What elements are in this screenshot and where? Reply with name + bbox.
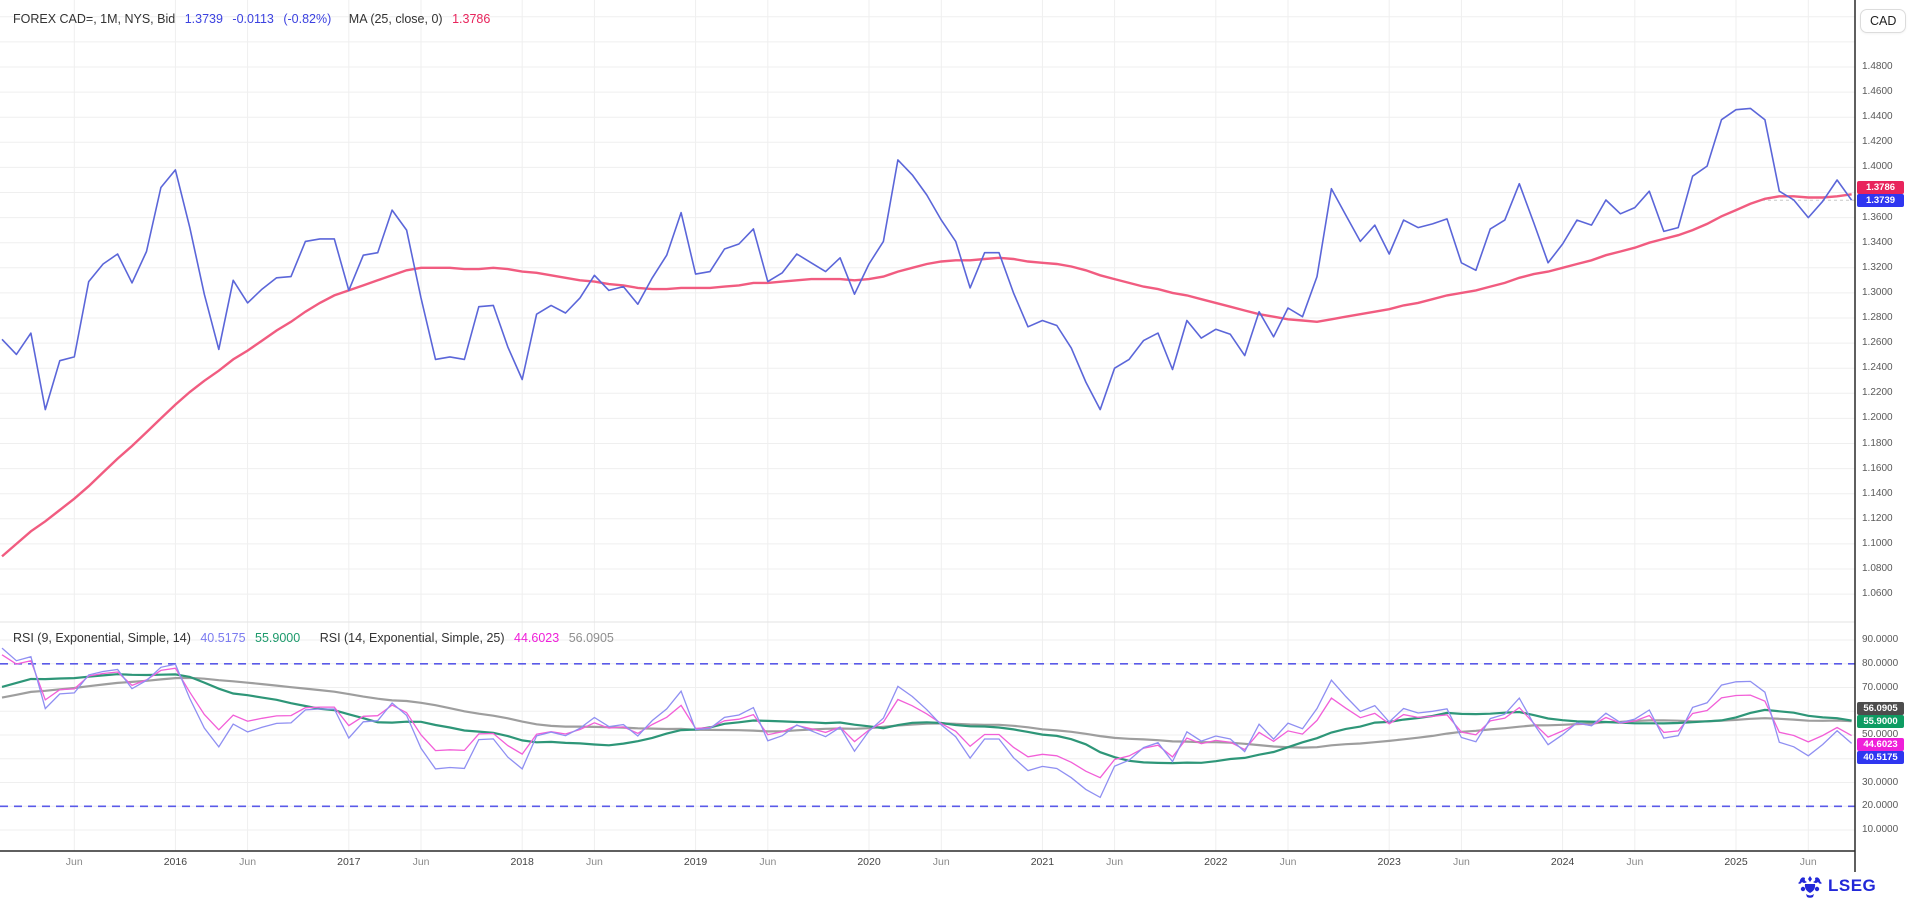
price-axis-label: 1.4000 bbox=[1862, 161, 1893, 173]
rsi-badge: 44.6023 bbox=[1857, 738, 1904, 751]
price-axis-label: 1.1600 bbox=[1862, 462, 1893, 474]
price-axis-label: 1.1400 bbox=[1862, 487, 1893, 499]
price-axis-label: 1.3000 bbox=[1862, 286, 1893, 298]
price-axis-label: 1.4200 bbox=[1862, 136, 1893, 148]
ma-legend-label: MA (25, close, 0) bbox=[348, 12, 443, 26]
rsi-axis-label: 20.0000 bbox=[1862, 800, 1899, 812]
rsi-badge: 40.5175 bbox=[1857, 751, 1904, 764]
ma-legend-value: 1.3786 bbox=[452, 12, 491, 26]
time-axis-label: 2019 bbox=[683, 856, 708, 868]
last-price: 1.3739 bbox=[184, 12, 223, 26]
price-axis-label: 1.4400 bbox=[1862, 111, 1893, 123]
price-legend[interactable]: FOREX CAD=, 1M, NYS, Bid 1.3739 -0.0113 … bbox=[13, 12, 496, 26]
time-axis-label: 2017 bbox=[337, 856, 361, 868]
lseg-logo-text: LSEG bbox=[1828, 876, 1877, 895]
time-axis-label: 2021 bbox=[1030, 856, 1055, 868]
rsi1-legend-value: 40.5175 bbox=[200, 631, 246, 645]
time-axis-label: Jun bbox=[1452, 856, 1470, 868]
price-axis-label: 1.2000 bbox=[1862, 412, 1893, 424]
price-axis-label: 1.0600 bbox=[1862, 588, 1893, 600]
time-axis-label: 2023 bbox=[1377, 856, 1401, 868]
time-axis-label: Jun bbox=[1106, 856, 1124, 868]
price-axis-label: 1.4600 bbox=[1862, 86, 1893, 98]
price-axis-label: 1.1800 bbox=[1862, 437, 1893, 449]
time-axis-label: 2025 bbox=[1724, 856, 1748, 868]
time-axis-label: Jun bbox=[1279, 856, 1297, 868]
rsi-axis-label: 80.0000 bbox=[1862, 657, 1899, 669]
time-axis-label: Jun bbox=[1626, 856, 1644, 868]
rsi2-legend-value: 44.6023 bbox=[514, 631, 560, 645]
price-axis-label: 1.3200 bbox=[1862, 261, 1893, 273]
currency-button[interactable]: CAD bbox=[1860, 9, 1907, 33]
time-axis-label: Jun bbox=[759, 856, 777, 868]
rsi-axis-label: 70.0000 bbox=[1862, 681, 1899, 693]
price-axis-label: 1.2800 bbox=[1862, 312, 1893, 323]
rsi-badge: 55.9000 bbox=[1857, 714, 1904, 728]
rsi-badge: 56.0905 bbox=[1857, 701, 1904, 715]
price-change-pct: (-0.82%) bbox=[283, 12, 332, 26]
rsi-axis-label: 10.0000 bbox=[1862, 824, 1899, 835]
time-axis-label: 2022 bbox=[1204, 856, 1228, 868]
price-axis-label: 1.2200 bbox=[1862, 387, 1893, 399]
price-axis-label: 1.2600 bbox=[1862, 337, 1893, 349]
price-axis-label: 1.3600 bbox=[1862, 211, 1893, 223]
price-axis-label: 1.1200 bbox=[1862, 512, 1893, 524]
time-axis-label: 2016 bbox=[163, 856, 188, 868]
time-axis-label: 2018 bbox=[510, 856, 534, 868]
symbol-info: FOREX CAD=, 1M, NYS, Bid bbox=[13, 12, 176, 26]
price-axis-label: 1.3400 bbox=[1862, 236, 1893, 248]
price-axis-label: 1.0800 bbox=[1862, 563, 1893, 574]
price-axis-label: 1.2400 bbox=[1862, 362, 1893, 374]
rsi-axis-label: 50.0000 bbox=[1862, 729, 1899, 740]
lseg-logo: LSEG bbox=[1797, 874, 1876, 898]
price-change: -0.0113 bbox=[232, 12, 274, 26]
rsi1-ma-legend-value: 55.9000 bbox=[255, 631, 301, 645]
time-axis-label: Jun bbox=[1799, 856, 1817, 868]
time-axis-label: Jun bbox=[585, 856, 603, 868]
lseg-crest-icon bbox=[1798, 876, 1822, 898]
price-badge: 1.3739 bbox=[1857, 193, 1904, 207]
time-axis-label: 2024 bbox=[1550, 856, 1575, 868]
rsi-legend[interactable]: RSI (9, Exponential, Simple, 14) 40.5175… bbox=[13, 631, 620, 645]
time-axis-label: Jun bbox=[412, 856, 430, 868]
rsi2-legend-label: RSI (14, Exponential, Simple, 25) bbox=[319, 631, 505, 645]
rsi-axis-label: 30.0000 bbox=[1862, 776, 1899, 788]
price-badge: 1.3786 bbox=[1857, 180, 1904, 194]
time-axis-label: Jun bbox=[65, 856, 83, 868]
price-axis-label: 1.1000 bbox=[1862, 537, 1893, 549]
rsi-axis-label: 90.0000 bbox=[1862, 634, 1899, 645]
time-axis-label: Jun bbox=[239, 856, 257, 868]
price-axis-label: 1.4800 bbox=[1862, 61, 1893, 72]
rsi1-legend-label: RSI (9, Exponential, Simple, 14) bbox=[13, 631, 191, 645]
time-axis-label: 2020 bbox=[857, 856, 881, 868]
rsi2-ma-legend-value: 56.0905 bbox=[568, 631, 614, 645]
time-axis-label: Jun bbox=[932, 856, 950, 868]
